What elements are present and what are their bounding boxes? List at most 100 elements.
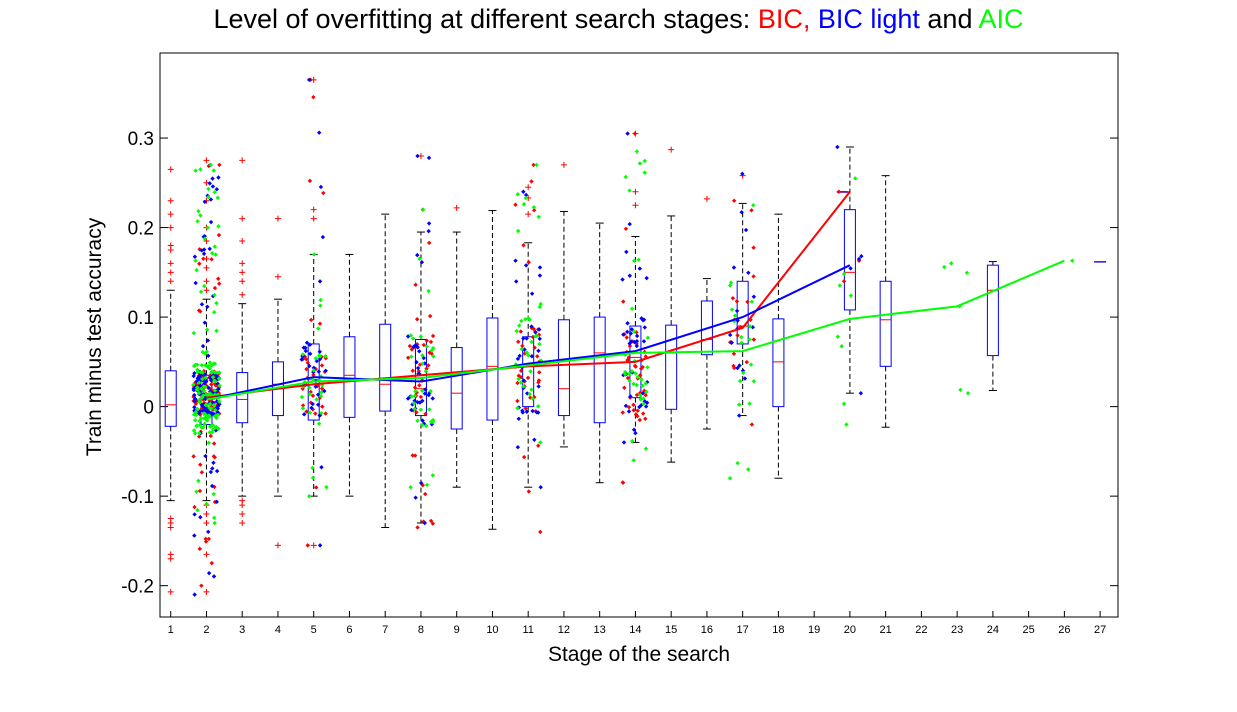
data-point <box>643 404 649 409</box>
data-point <box>320 404 325 409</box>
data-point <box>217 383 222 388</box>
data-point <box>741 370 746 376</box>
data-point <box>729 307 735 312</box>
data-point <box>214 399 220 404</box>
data-point <box>729 340 734 345</box>
data-point <box>202 199 208 205</box>
data-point <box>195 507 200 513</box>
data-point <box>205 338 211 343</box>
data-point <box>423 411 428 417</box>
data-point <box>410 368 415 373</box>
data-point <box>198 415 204 421</box>
outlier-marker <box>167 224 174 231</box>
data-point <box>737 363 742 368</box>
data-point <box>414 410 419 415</box>
data-point <box>625 131 630 136</box>
data-point <box>409 394 414 399</box>
x-tick-label: 17 <box>737 624 749 636</box>
data-point <box>417 383 422 388</box>
data-point <box>627 341 632 346</box>
boxplot <box>557 161 570 448</box>
data-point <box>626 405 632 410</box>
data-point <box>410 336 416 341</box>
data-point <box>413 453 418 458</box>
data-point <box>207 360 213 365</box>
outlier-marker <box>167 211 174 218</box>
data-point <box>621 299 626 304</box>
data-point <box>319 363 325 368</box>
outlier-marker <box>203 157 210 164</box>
data-point <box>848 266 853 271</box>
data-point <box>313 485 319 490</box>
data-point <box>211 361 216 366</box>
data-point <box>942 264 947 270</box>
data-point <box>640 383 645 388</box>
data-point <box>304 409 309 414</box>
data-point <box>529 179 534 184</box>
data-point <box>637 266 643 271</box>
boxplot <box>522 184 535 488</box>
outlier-marker <box>239 157 246 164</box>
data-point <box>632 131 638 136</box>
data-point <box>530 408 535 414</box>
data-point <box>214 468 220 474</box>
outlier-marker <box>167 260 174 267</box>
data-point <box>515 356 521 362</box>
data-point <box>198 462 203 467</box>
x-tick-label: 24 <box>987 624 999 636</box>
data-point <box>428 518 434 524</box>
data-point <box>420 422 425 428</box>
data-point <box>515 380 520 386</box>
data-point <box>534 410 539 415</box>
data-point <box>306 77 312 83</box>
data-point <box>415 365 421 371</box>
data-point <box>407 343 413 349</box>
data-point <box>307 410 313 415</box>
data-point <box>638 397 643 402</box>
data-point <box>413 282 418 287</box>
data-point <box>538 440 543 445</box>
data-point <box>749 299 754 304</box>
data-point <box>197 422 203 428</box>
data-point <box>200 376 205 382</box>
outlier-marker <box>239 511 246 518</box>
outlier-marker <box>239 238 246 244</box>
data-point <box>214 370 220 376</box>
box <box>557 319 570 417</box>
data-point <box>632 339 637 345</box>
data-point <box>299 357 304 362</box>
outlier-marker <box>239 520 246 526</box>
data-point <box>319 465 324 470</box>
data-point <box>523 195 529 201</box>
outlier-marker <box>239 291 246 298</box>
data-point <box>201 251 207 256</box>
data-point <box>192 431 198 436</box>
outlier-marker <box>274 542 281 549</box>
data-point <box>627 273 633 278</box>
data-point <box>631 408 636 413</box>
box <box>236 372 249 424</box>
data-point <box>199 386 204 392</box>
data-point <box>417 256 422 262</box>
data-point <box>215 409 220 415</box>
title-aic: AIC <box>978 4 1024 34</box>
data-point <box>212 292 217 298</box>
data-point <box>748 362 754 367</box>
data-point <box>628 394 633 399</box>
y-tick-label: 0.2 <box>128 219 154 240</box>
data-point <box>515 445 521 450</box>
data-point <box>216 232 222 238</box>
data-point <box>514 279 519 284</box>
box <box>343 336 356 418</box>
data-point <box>211 574 217 579</box>
data-point <box>319 410 324 416</box>
data-point <box>323 411 328 416</box>
x-tick-label: 19 <box>808 624 820 636</box>
data-point <box>622 385 627 390</box>
x-tick-label: 3 <box>239 624 245 636</box>
data-point <box>303 345 308 351</box>
data-point <box>835 144 840 150</box>
data-point <box>208 162 214 168</box>
data-point <box>620 410 625 415</box>
data-point <box>317 349 322 354</box>
